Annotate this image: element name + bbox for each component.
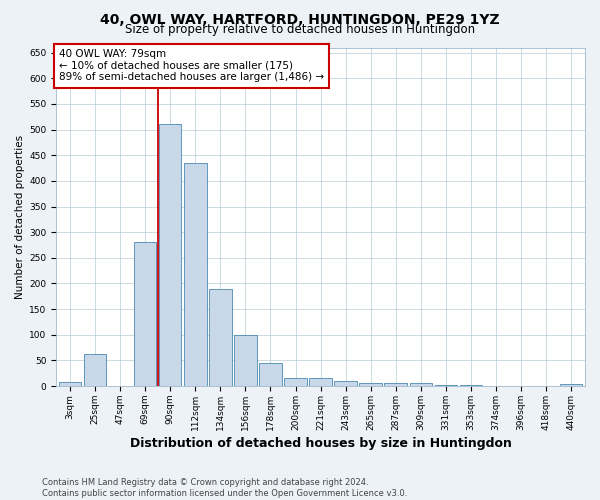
Bar: [284, 378, 307, 386]
Text: 40 OWL WAY: 79sqm
← 10% of detached houses are smaller (175)
89% of semi-detache: 40 OWL WAY: 79sqm ← 10% of detached hous…: [59, 49, 324, 82]
Y-axis label: Number of detached properties: Number of detached properties: [15, 134, 25, 299]
Bar: [359, 384, 382, 386]
Bar: [434, 385, 457, 386]
Text: 40, OWL WAY, HARTFORD, HUNTINGDON, PE29 1YZ: 40, OWL WAY, HARTFORD, HUNTINGDON, PE29 …: [100, 12, 500, 26]
Bar: [560, 384, 583, 386]
Bar: [159, 124, 181, 386]
Bar: [234, 334, 257, 386]
Bar: [209, 288, 232, 386]
Bar: [385, 384, 407, 386]
Bar: [59, 382, 81, 386]
Bar: [84, 354, 106, 386]
Bar: [460, 385, 482, 386]
Bar: [259, 363, 282, 386]
Text: Contains HM Land Registry data © Crown copyright and database right 2024.
Contai: Contains HM Land Registry data © Crown c…: [42, 478, 407, 498]
X-axis label: Distribution of detached houses by size in Huntingdon: Distribution of detached houses by size …: [130, 437, 512, 450]
Bar: [184, 163, 206, 386]
Bar: [309, 378, 332, 386]
Bar: [334, 381, 357, 386]
Text: Size of property relative to detached houses in Huntingdon: Size of property relative to detached ho…: [125, 22, 475, 36]
Bar: [134, 242, 157, 386]
Bar: [410, 384, 432, 386]
